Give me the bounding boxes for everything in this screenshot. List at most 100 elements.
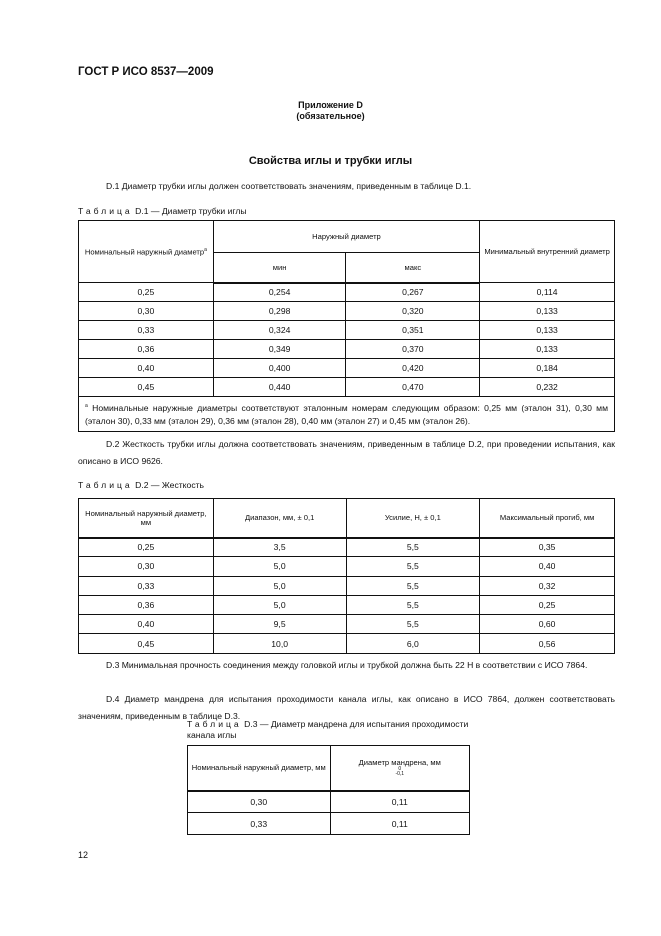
header-max: макс [345,252,481,284]
page-number: 12 [78,850,89,860]
table-cell: 0,40 [479,556,615,577]
table-cell: 9,5 [212,614,347,635]
table-cell: 0,184 [479,358,615,378]
table-cell: 0,351 [345,320,481,340]
table-cell: 5,0 [212,556,347,577]
header-deflection: Максимальный прогиб, мм [479,498,615,539]
table-cell: 0,35 [479,536,615,558]
table-cell: 0,25 [479,594,615,616]
table-row: 0,30 5,0 5,5 0,40 [78,556,615,577]
caption-text: D.1 — Диаметр трубки иглы [135,206,247,216]
table-cell: 0,36 [78,594,214,616]
table-cell: 0,133 [479,339,615,359]
table-row: 0,40 0,400 0,420 0,184 [78,358,615,378]
footnote-text: Номинальные наружные диаметры соответств… [85,402,608,426]
section-title: Свойства иглы и трубки иглы [248,155,413,167]
table-cell: 3,5 [212,536,347,558]
table-row: 0,33 0,11 [187,812,471,835]
table-cell: 0,25 [78,536,214,558]
table-cell: 0,324 [212,320,347,340]
annex-title: Приложение D [298,100,363,110]
table-row: 0,45 10,0 6,0 0,56 [78,633,615,654]
header-min: мин [212,252,347,284]
header-nominal: Номинальный наружный диаметр, мм [187,745,331,792]
paragraph-d3: D.3 Минимальная прочность соединения меж… [106,660,588,670]
table-row: 0,33 5,0 5,5 0,32 [78,575,615,596]
table-d1: Номинальный наружный диаметрa Наружный ди… [78,220,615,432]
header-nominal: Номинальный наружный диаметрa [78,220,214,283]
table-cell: 0,400 [212,358,347,378]
table-cell: 0,33 [187,812,331,835]
table-cell: 0,267 [345,282,481,302]
table-d2-caption: Таблица D.2 — Жесткость [78,480,204,490]
header-outer: Наружный диаметр [212,220,481,253]
table-row: 0,25 3,5 5,5 0,35 [78,536,615,558]
table-cell: 0,11 [329,812,471,835]
table-cell: 0,349 [212,339,347,359]
table-cell: 0,30 [187,790,331,813]
header-mandrel: Диаметр мандрена, мм 0 -0,1 [329,745,471,792]
tol-upper: 0 [398,766,402,773]
paragraph-d2: D.2 Жесткость трубки иглы должна соответ… [78,439,615,466]
caption-prefix: Таблица [78,206,133,216]
table-cell: 5,0 [212,575,347,596]
header-inner: Минимальный внутренний диаметр [479,220,615,283]
table-cell: 10,0 [212,633,347,654]
table-row: 0,40 9,5 5,5 0,60 [78,614,615,635]
table-cell: 0,320 [345,301,481,321]
caption-prefix: Таблица [187,719,242,729]
table-cell: 0,60 [479,614,615,635]
table-cell: 0,232 [479,377,615,397]
table-cell: 6,0 [345,633,481,654]
table-row: 0,30 0,298 0,320 0,133 [78,301,615,321]
table-cell: 0,420 [345,358,481,378]
table-cell: 0,114 [479,282,615,302]
table-d3: Номинальный наружный диаметр, мм Диаметр … [187,745,471,835]
table-row: 0,33 0,324 0,351 0,133 [78,320,615,340]
table-cell: 0,30 [78,301,214,321]
table-cell: 5,5 [345,594,481,616]
header-nominal: Номинальный наружный диаметр, мм [78,498,214,539]
annex-status: (обязательное) [296,111,365,121]
table-cell: 0,254 [212,282,347,302]
table-cell: 0,133 [479,301,615,321]
table-cell: 0,40 [78,614,214,635]
table-cell: 0,25 [78,282,214,302]
table-d2: Номинальный наружный диаметр, мм Диапазон… [78,498,615,654]
tolerance: 0 -0,1 [395,767,404,777]
caption-text: D.3 — Диаметр мандрена для испытания про… [187,719,469,740]
table-cell: 0,33 [78,575,214,596]
table-d3-caption: Таблица D.3 — Диаметр мандрена для испыт… [187,719,477,741]
table-row: 0,36 0,349 0,370 0,133 [78,339,615,359]
caption-text: D.2 — Жесткость [135,480,205,490]
tol-lower: -0,1 [395,771,405,778]
table-cell: 5,0 [212,594,347,616]
paragraph-d1: D.1 Диаметр трубки иглы должен соответст… [106,181,472,191]
table-cell: 5,5 [345,614,481,635]
paragraph-d4: D.4 Диаметр мандрена для испытания прохо… [78,694,615,721]
table-cell: 0,33 [78,320,214,340]
table-cell: 0,133 [479,320,615,340]
table-cell: 0,30 [78,556,214,577]
table-cell: 5,5 [345,575,481,596]
table-cell: 0,45 [78,377,214,397]
table-cell: 0,440 [212,377,347,397]
table-row: 0,36 5,0 5,5 0,25 [78,594,615,616]
header-range: Диапазон, мм, ± 0,1 [212,498,347,539]
caption-prefix: Таблица [78,480,133,490]
table-cell: 0,56 [479,633,615,654]
table-row: 0,45 0,440 0,470 0,232 [78,377,615,397]
header-force: Усилие, Н, ± 0,1 [345,498,481,539]
table-cell: 0,45 [78,633,214,654]
table-footnote: a Номинальные наружные диаметры соответс… [78,396,615,432]
footnote-mark: a [204,246,207,253]
document-header: ГОСТ Р ИСО 8537—2009 [78,66,214,78]
table-d1-caption: Таблица D.1 — Диаметр трубки иглы [78,206,247,216]
table-cell: 5,5 [345,536,481,558]
table-cell: 0,470 [345,377,481,397]
table-cell: 5,5 [345,556,481,577]
table-cell: 0,370 [345,339,481,359]
table-row: 0,30 0,11 [187,790,471,813]
table-cell: 0,36 [78,339,214,359]
